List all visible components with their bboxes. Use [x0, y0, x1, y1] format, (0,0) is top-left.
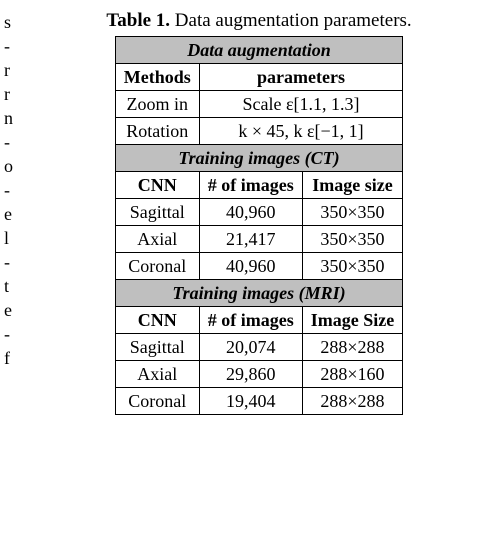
- cell-num: 40,960: [199, 199, 302, 226]
- table-row: Axial 29,860 288×160: [115, 361, 402, 388]
- col-imagesize: Image size: [302, 172, 402, 199]
- cell-size: 350×350: [302, 226, 402, 253]
- table-row: Sagittal 20,074 288×288: [115, 334, 402, 361]
- col-cnn: CNN: [115, 307, 199, 334]
- caption-text: Data augmentation parameters.: [170, 10, 412, 31]
- col-numimages: # of images: [199, 307, 302, 334]
- cell-cnn: Sagittal: [115, 334, 199, 361]
- cell-method: Zoom in: [115, 91, 199, 118]
- cell-num: 40,960: [199, 253, 302, 280]
- table-caption: Table 1. Data augmentation parameters.: [28, 10, 490, 32]
- cell-method: Rotation: [115, 118, 199, 145]
- col-methods: Methods: [115, 64, 199, 91]
- table-row: Coronal 40,960 350×350: [115, 253, 402, 280]
- table-row: Rotation k × 45, k ε[−1, 1]: [115, 118, 402, 145]
- cell-size: 350×350: [302, 253, 402, 280]
- table-row: Sagittal 40,960 350×350: [115, 199, 402, 226]
- cell-cnn: Axial: [115, 361, 199, 388]
- cell-cnn: Coronal: [115, 253, 199, 280]
- cell-num: 29,860: [199, 361, 302, 388]
- cell-param: Scale ε[1.1, 1.3]: [199, 91, 402, 118]
- section-header-mri: Training images (MRI): [115, 280, 402, 307]
- section-header-ct: Training images (CT): [115, 145, 402, 172]
- cell-num: 21,417: [199, 226, 302, 253]
- cropped-text-fragment: s - r r n - o - e l - t e - f: [4, 10, 18, 370]
- cell-param: k × 45, k ε[−1, 1]: [199, 118, 402, 145]
- cell-cnn: Sagittal: [115, 199, 199, 226]
- section-header-aug: Data augmentation: [115, 37, 402, 64]
- cell-cnn: Coronal: [115, 388, 199, 415]
- col-imagesize: Image Size: [302, 307, 402, 334]
- cell-size: 288×160: [302, 361, 402, 388]
- table-row: Coronal 19,404 288×288: [115, 388, 402, 415]
- caption-label: Table 1.: [106, 10, 170, 31]
- cell-size: 350×350: [302, 199, 402, 226]
- cell-size: 288×288: [302, 334, 402, 361]
- cell-cnn: Axial: [115, 226, 199, 253]
- col-parameters: parameters: [199, 64, 402, 91]
- cell-num: 19,404: [199, 388, 302, 415]
- col-numimages: # of images: [199, 172, 302, 199]
- cell-num: 20,074: [199, 334, 302, 361]
- col-cnn: CNN: [115, 172, 199, 199]
- table-row: Axial 21,417 350×350: [115, 226, 402, 253]
- cell-size: 288×288: [302, 388, 402, 415]
- data-augmentation-table: Data augmentation Methods parameters Zoo…: [115, 36, 403, 415]
- table-row: Zoom in Scale ε[1.1, 1.3]: [115, 91, 402, 118]
